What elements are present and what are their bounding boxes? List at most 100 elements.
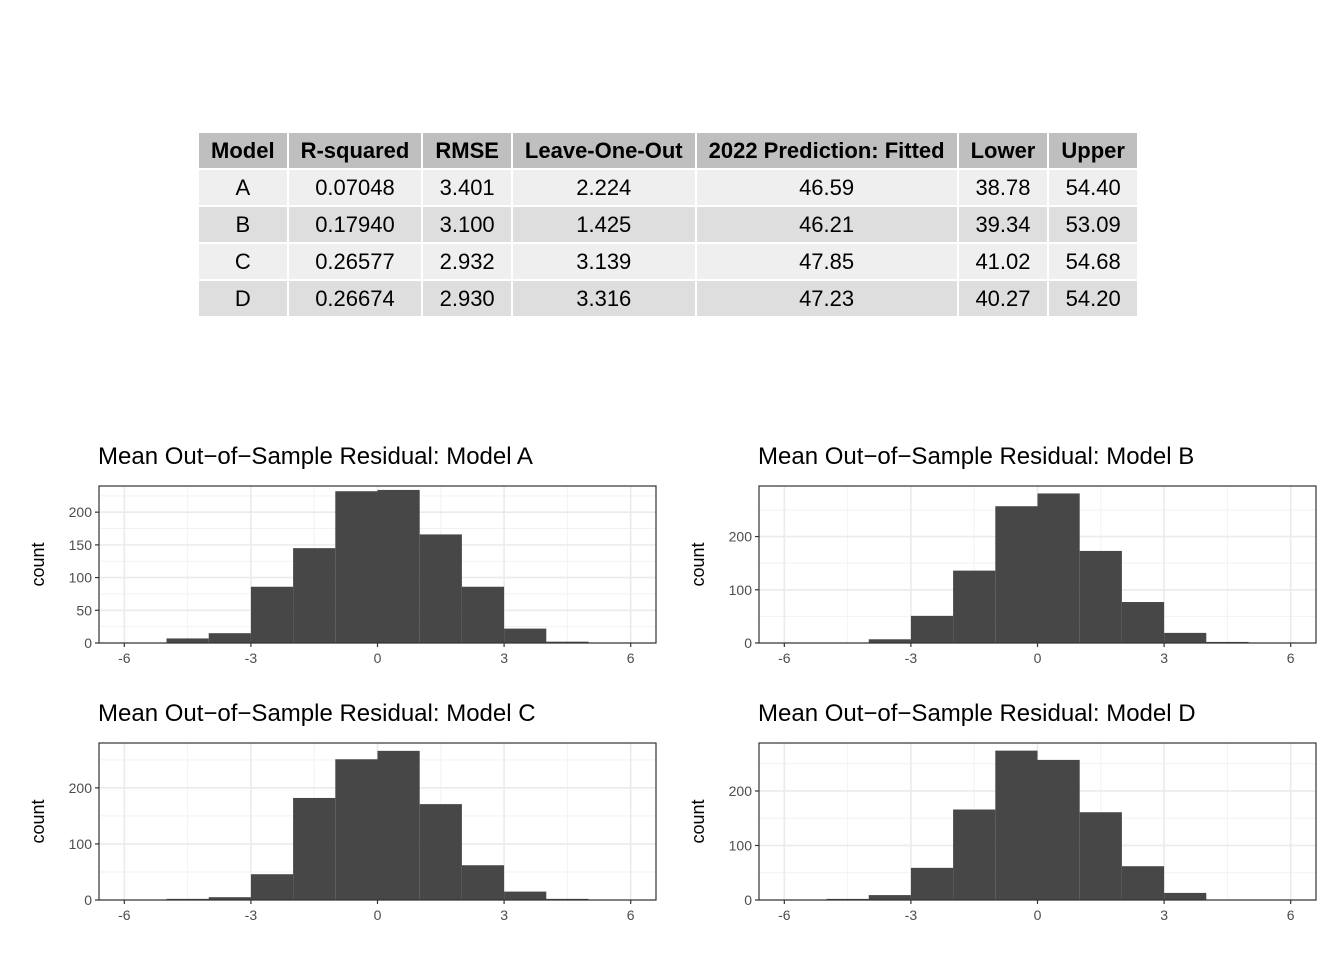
histogram-bar <box>461 586 505 643</box>
x-tick-label: 0 <box>1034 907 1042 923</box>
table-cell: 0.26577 <box>287 243 423 280</box>
y-tick-label: 0 <box>744 892 752 908</box>
table-cell: 54.40 <box>1048 169 1138 206</box>
table-cell: A <box>198 169 288 206</box>
table-cell: 46.21 <box>695 206 958 243</box>
histogram-bar <box>953 570 996 643</box>
table-cell: 54.68 <box>1048 243 1138 280</box>
table-cell: 41.02 <box>957 243 1049 280</box>
table-cell: 3.100 <box>422 206 512 243</box>
histogram-panel-model-a: Mean Out−of−Sample Residual: Model A -6 -3… <box>28 443 657 666</box>
histogram-bar <box>293 797 336 900</box>
histogram-bar <box>461 865 505 900</box>
table-cell: B <box>198 206 288 243</box>
x-tick-label: -6 <box>778 650 791 666</box>
x-tick-label: -3 <box>245 650 258 666</box>
x-tick-label: 3 <box>500 907 508 923</box>
column-header: Model <box>198 132 288 169</box>
y-tick-label: 0 <box>84 892 92 908</box>
table-row: C 0.26577 2.932 3.139 47.85 41.02 54.68 <box>198 243 1138 280</box>
histogram-bar <box>1164 632 1207 643</box>
y-tick-label: 100 <box>729 582 753 598</box>
panel-title: Mean Out−of−Sample Residual: Model D <box>758 700 1196 727</box>
table-cell: 0.07048 <box>287 169 423 206</box>
histogram-panel-model-d: Mean Out−of−Sample Residual: Model D -6 -3… <box>688 700 1317 923</box>
histogram-bar <box>1121 866 1165 900</box>
histogram-bar <box>1164 892 1207 900</box>
x-tick-label: 0 <box>374 650 382 666</box>
y-tick-label: 200 <box>69 780 93 796</box>
histogram-bar <box>546 641 589 643</box>
table-cell: 39.34 <box>957 206 1049 243</box>
table-cell: 2.930 <box>422 280 512 317</box>
x-tick-label: 6 <box>627 907 635 923</box>
y-tick-label: 50 <box>76 602 92 618</box>
panel-title: Mean Out−of−Sample Residual: Model C <box>98 700 536 727</box>
column-header: 2022 Prediction: Fitted <box>695 132 958 169</box>
y-tick-label: 150 <box>69 537 93 553</box>
y-tick-label: 200 <box>729 529 753 545</box>
histogram-bar <box>1079 812 1122 900</box>
table-body: A 0.07048 3.401 2.224 46.59 38.78 54.40 B 0.1794… <box>198 169 1138 317</box>
column-header: R-squared <box>287 132 423 169</box>
y-axis-label: count <box>688 799 708 843</box>
table-cell: 47.23 <box>695 280 958 317</box>
y-axis-label: count <box>688 542 708 586</box>
histogram-bar <box>953 809 996 900</box>
histogram-panel-model-b: Mean Out−of−Sample Residual: Model B -6 -3… <box>688 443 1317 666</box>
panel-title: Mean Out−of−Sample Residual: Model A <box>98 443 533 470</box>
table-cell: 40.27 <box>957 280 1049 317</box>
y-tick-label: 100 <box>69 836 93 852</box>
model-summary-table: Model R-squared RMSE Leave-One-Out 2022 Pred… <box>198 132 1138 317</box>
table-cell: 38.78 <box>957 169 1049 206</box>
histogram-bar <box>208 897 251 900</box>
column-header: Upper <box>1048 132 1138 169</box>
histogram-bar <box>995 750 1038 900</box>
histogram-bar <box>208 633 251 643</box>
y-tick-label: 200 <box>69 504 93 520</box>
histogram-bar <box>1037 493 1080 643</box>
y-axis-label: count <box>28 799 48 843</box>
table-cell: 3.401 <box>422 169 512 206</box>
x-tick-label: 6 <box>1287 650 1295 666</box>
histogram-bar <box>504 628 547 643</box>
histogram-bar <box>335 491 378 643</box>
table-cell: 47.85 <box>695 243 958 280</box>
y-tick-label: 100 <box>729 837 753 853</box>
table-cell: 53.09 <box>1048 206 1138 243</box>
table-row: A 0.07048 3.401 2.224 46.59 38.78 54.40 <box>198 169 1138 206</box>
table-row: D 0.26674 2.930 3.316 47.23 40.27 54.20 <box>198 280 1138 317</box>
y-tick-label: 200 <box>729 783 753 799</box>
table-cell: 2.224 <box>511 169 696 206</box>
histogram-bar <box>1037 759 1080 900</box>
table-cell: 2.932 <box>422 243 512 280</box>
histogram-bar <box>1121 602 1165 643</box>
table-cell: 3.316 <box>511 280 696 317</box>
column-header: Leave-One-Out <box>511 132 696 169</box>
table-cell: C <box>198 243 288 280</box>
x-tick-label: 6 <box>627 650 635 666</box>
column-header: RMSE <box>422 132 512 169</box>
y-tick-label: 0 <box>84 635 92 651</box>
table-cell: 1.425 <box>511 206 696 243</box>
x-tick-label: 6 <box>1287 907 1295 923</box>
table-cell: 54.20 <box>1048 280 1138 317</box>
panel-title: Mean Out−of−Sample Residual: Model B <box>758 443 1194 470</box>
table-cell: 0.17940 <box>287 206 423 243</box>
histogram-bar <box>250 586 294 643</box>
x-tick-label: 0 <box>374 907 382 923</box>
x-tick-label: -3 <box>245 907 258 923</box>
x-tick-label: 3 <box>500 650 508 666</box>
table-header-row: Model R-squared RMSE Leave-One-Out 2022 Pred… <box>198 132 1138 169</box>
y-tick-label: 100 <box>69 570 93 586</box>
column-header: Lower <box>957 132 1049 169</box>
x-tick-label: -6 <box>778 907 791 923</box>
histogram-bar <box>910 615 954 643</box>
x-tick-label: 3 <box>1160 907 1168 923</box>
histogram-bar <box>377 750 420 900</box>
table-cell: 3.139 <box>511 243 696 280</box>
x-tick-label: -6 <box>118 650 131 666</box>
histogram-bar <box>293 548 336 643</box>
histogram-bar <box>419 534 462 643</box>
table-cell: 46.59 <box>695 169 958 206</box>
